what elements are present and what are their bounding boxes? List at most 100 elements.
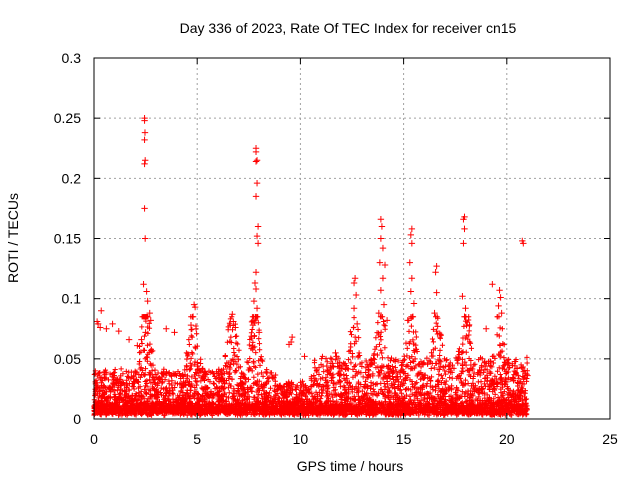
data-point xyxy=(416,412,422,418)
data-point xyxy=(411,359,417,365)
data-point xyxy=(480,412,486,418)
data-point xyxy=(500,391,506,397)
data-point xyxy=(215,396,221,402)
data-point xyxy=(337,368,343,374)
data-point xyxy=(462,335,468,341)
data-point xyxy=(168,372,175,379)
data-point xyxy=(418,359,424,365)
data-point xyxy=(135,379,142,385)
data-point xyxy=(172,371,178,377)
data-point xyxy=(382,345,388,351)
data-point xyxy=(363,369,369,376)
data-point xyxy=(273,372,279,378)
data-point xyxy=(221,381,228,387)
data-point xyxy=(430,339,437,345)
data-point xyxy=(435,315,441,321)
data-point xyxy=(346,380,352,386)
data-point xyxy=(406,328,412,335)
data-point xyxy=(408,387,414,393)
data-point xyxy=(331,380,337,386)
data-point xyxy=(234,382,240,388)
data-point xyxy=(329,402,335,408)
data-point xyxy=(295,409,301,415)
data-point xyxy=(317,412,323,418)
data-point xyxy=(182,379,188,386)
data-point xyxy=(229,376,235,382)
data-point xyxy=(380,391,387,398)
data-point xyxy=(298,385,304,391)
data-point xyxy=(217,388,223,394)
data-point xyxy=(414,380,420,386)
data-point xyxy=(293,394,299,400)
data-point xyxy=(264,401,270,407)
data-point xyxy=(189,374,195,380)
data-point xyxy=(441,356,448,362)
data-point xyxy=(502,376,508,382)
data-point xyxy=(479,356,485,362)
data-point xyxy=(465,380,471,387)
data-point xyxy=(265,378,271,384)
data-point xyxy=(199,393,205,399)
data-point xyxy=(360,374,366,380)
data-point xyxy=(268,394,274,400)
data-point xyxy=(143,390,150,397)
data-point xyxy=(442,401,448,407)
data-point xyxy=(513,370,519,377)
data-point xyxy=(431,411,437,417)
data-point xyxy=(198,411,204,418)
data-point xyxy=(331,388,337,394)
data-point xyxy=(437,335,443,341)
data-point xyxy=(402,387,409,393)
data-point xyxy=(516,375,522,382)
data-point xyxy=(231,349,237,356)
data-point xyxy=(321,368,327,375)
data-point xyxy=(454,384,460,391)
data-point xyxy=(438,363,444,369)
data-point xyxy=(523,401,529,407)
data-point xyxy=(92,379,98,385)
data-point xyxy=(123,368,129,374)
data-point xyxy=(318,362,324,368)
data-point xyxy=(524,354,530,361)
data-point xyxy=(210,400,217,407)
data-point xyxy=(99,374,105,380)
data-point xyxy=(314,367,320,373)
data-point xyxy=(481,381,488,387)
data-point xyxy=(380,375,386,381)
data-point xyxy=(460,349,466,355)
data-point xyxy=(178,410,184,416)
data-point xyxy=(478,389,484,395)
data-point xyxy=(420,362,426,368)
data-point xyxy=(381,371,387,377)
data-point xyxy=(468,362,474,368)
data-point xyxy=(408,323,414,329)
data-point xyxy=(143,318,149,324)
data-point xyxy=(155,382,161,389)
data-point xyxy=(207,379,213,385)
data-point xyxy=(127,400,133,407)
data-point xyxy=(509,361,515,367)
data-point xyxy=(393,406,399,412)
data-point xyxy=(187,366,194,372)
data-point xyxy=(437,358,443,364)
data-point xyxy=(125,408,131,414)
data-point xyxy=(456,346,463,352)
data-point xyxy=(208,404,214,410)
data-point xyxy=(378,314,384,320)
data-point xyxy=(113,379,119,385)
data-point xyxy=(120,371,126,377)
data-point xyxy=(281,402,287,408)
data-point xyxy=(209,412,215,418)
data-point xyxy=(448,411,454,417)
data-point xyxy=(404,353,410,359)
data-point xyxy=(329,356,335,362)
data-point xyxy=(509,412,515,418)
data-point xyxy=(216,374,222,381)
data-point xyxy=(323,355,329,362)
data-point xyxy=(494,314,500,320)
data-point xyxy=(387,358,394,364)
data-point xyxy=(313,377,319,383)
data-point xyxy=(111,372,117,379)
data-point xyxy=(210,370,216,377)
data-point xyxy=(490,360,497,366)
